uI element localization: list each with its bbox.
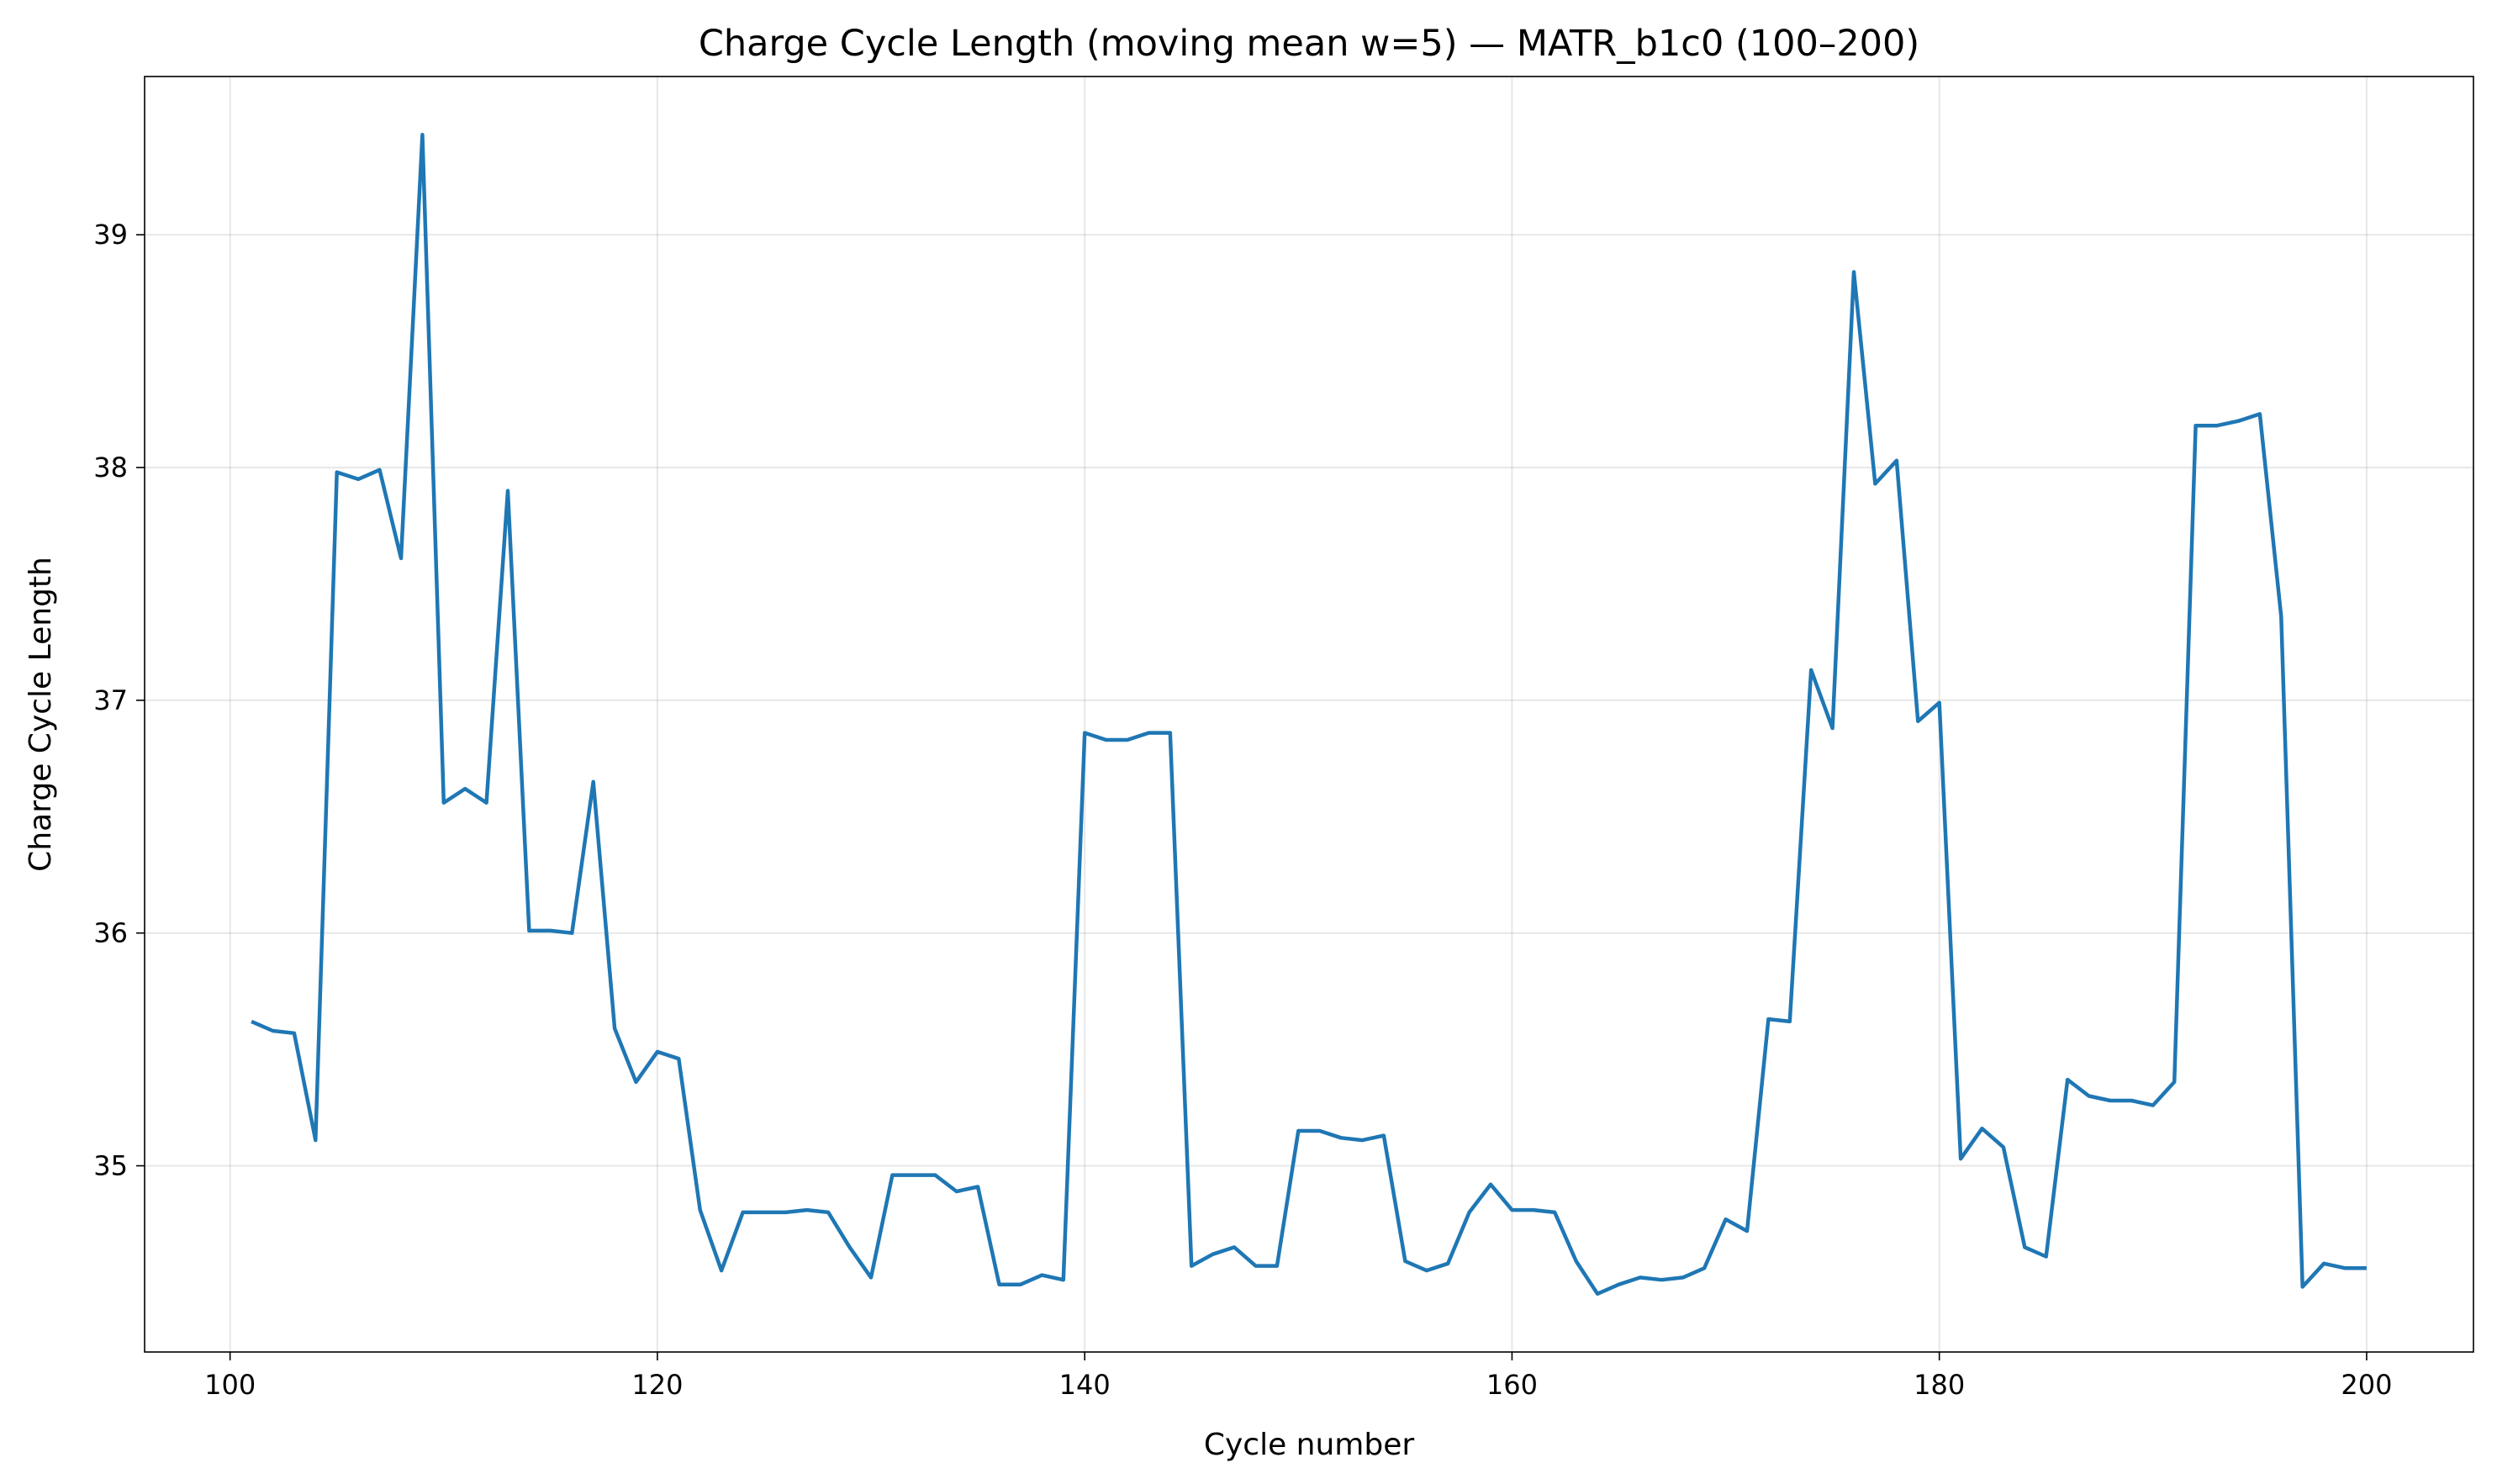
grid — [145, 77, 2473, 1352]
y-tick-label: 35 — [93, 1150, 128, 1182]
y-tick-label: 37 — [93, 684, 128, 716]
y-tick-label: 38 — [93, 452, 128, 483]
x-axis-label: Cycle number — [1204, 1428, 1415, 1462]
plot-frame — [144, 76, 2474, 1353]
x-tick-label: 180 — [1914, 1369, 1965, 1401]
x-tick-label: 200 — [2341, 1369, 2392, 1401]
x-tick-label: 140 — [1059, 1369, 1111, 1401]
x-tick-label: 120 — [631, 1369, 683, 1401]
x-axis-ticks: 100 120 140 160 180 200 — [204, 1352, 2392, 1401]
x-tick-label: 160 — [1486, 1369, 1538, 1401]
y-axis-label: Charge Cycle Length — [24, 557, 58, 872]
y-axis-ticks: 35 36 37 38 39 — [93, 219, 145, 1182]
y-tick-label: 36 — [93, 917, 128, 949]
series-layer — [251, 132, 2367, 1297]
series-line — [251, 132, 2367, 1297]
x-tick-label: 100 — [204, 1369, 256, 1401]
chart-title: Charge Cycle Length (moving mean w=5) — … — [699, 23, 1919, 65]
y-tick-label: 39 — [93, 219, 128, 251]
